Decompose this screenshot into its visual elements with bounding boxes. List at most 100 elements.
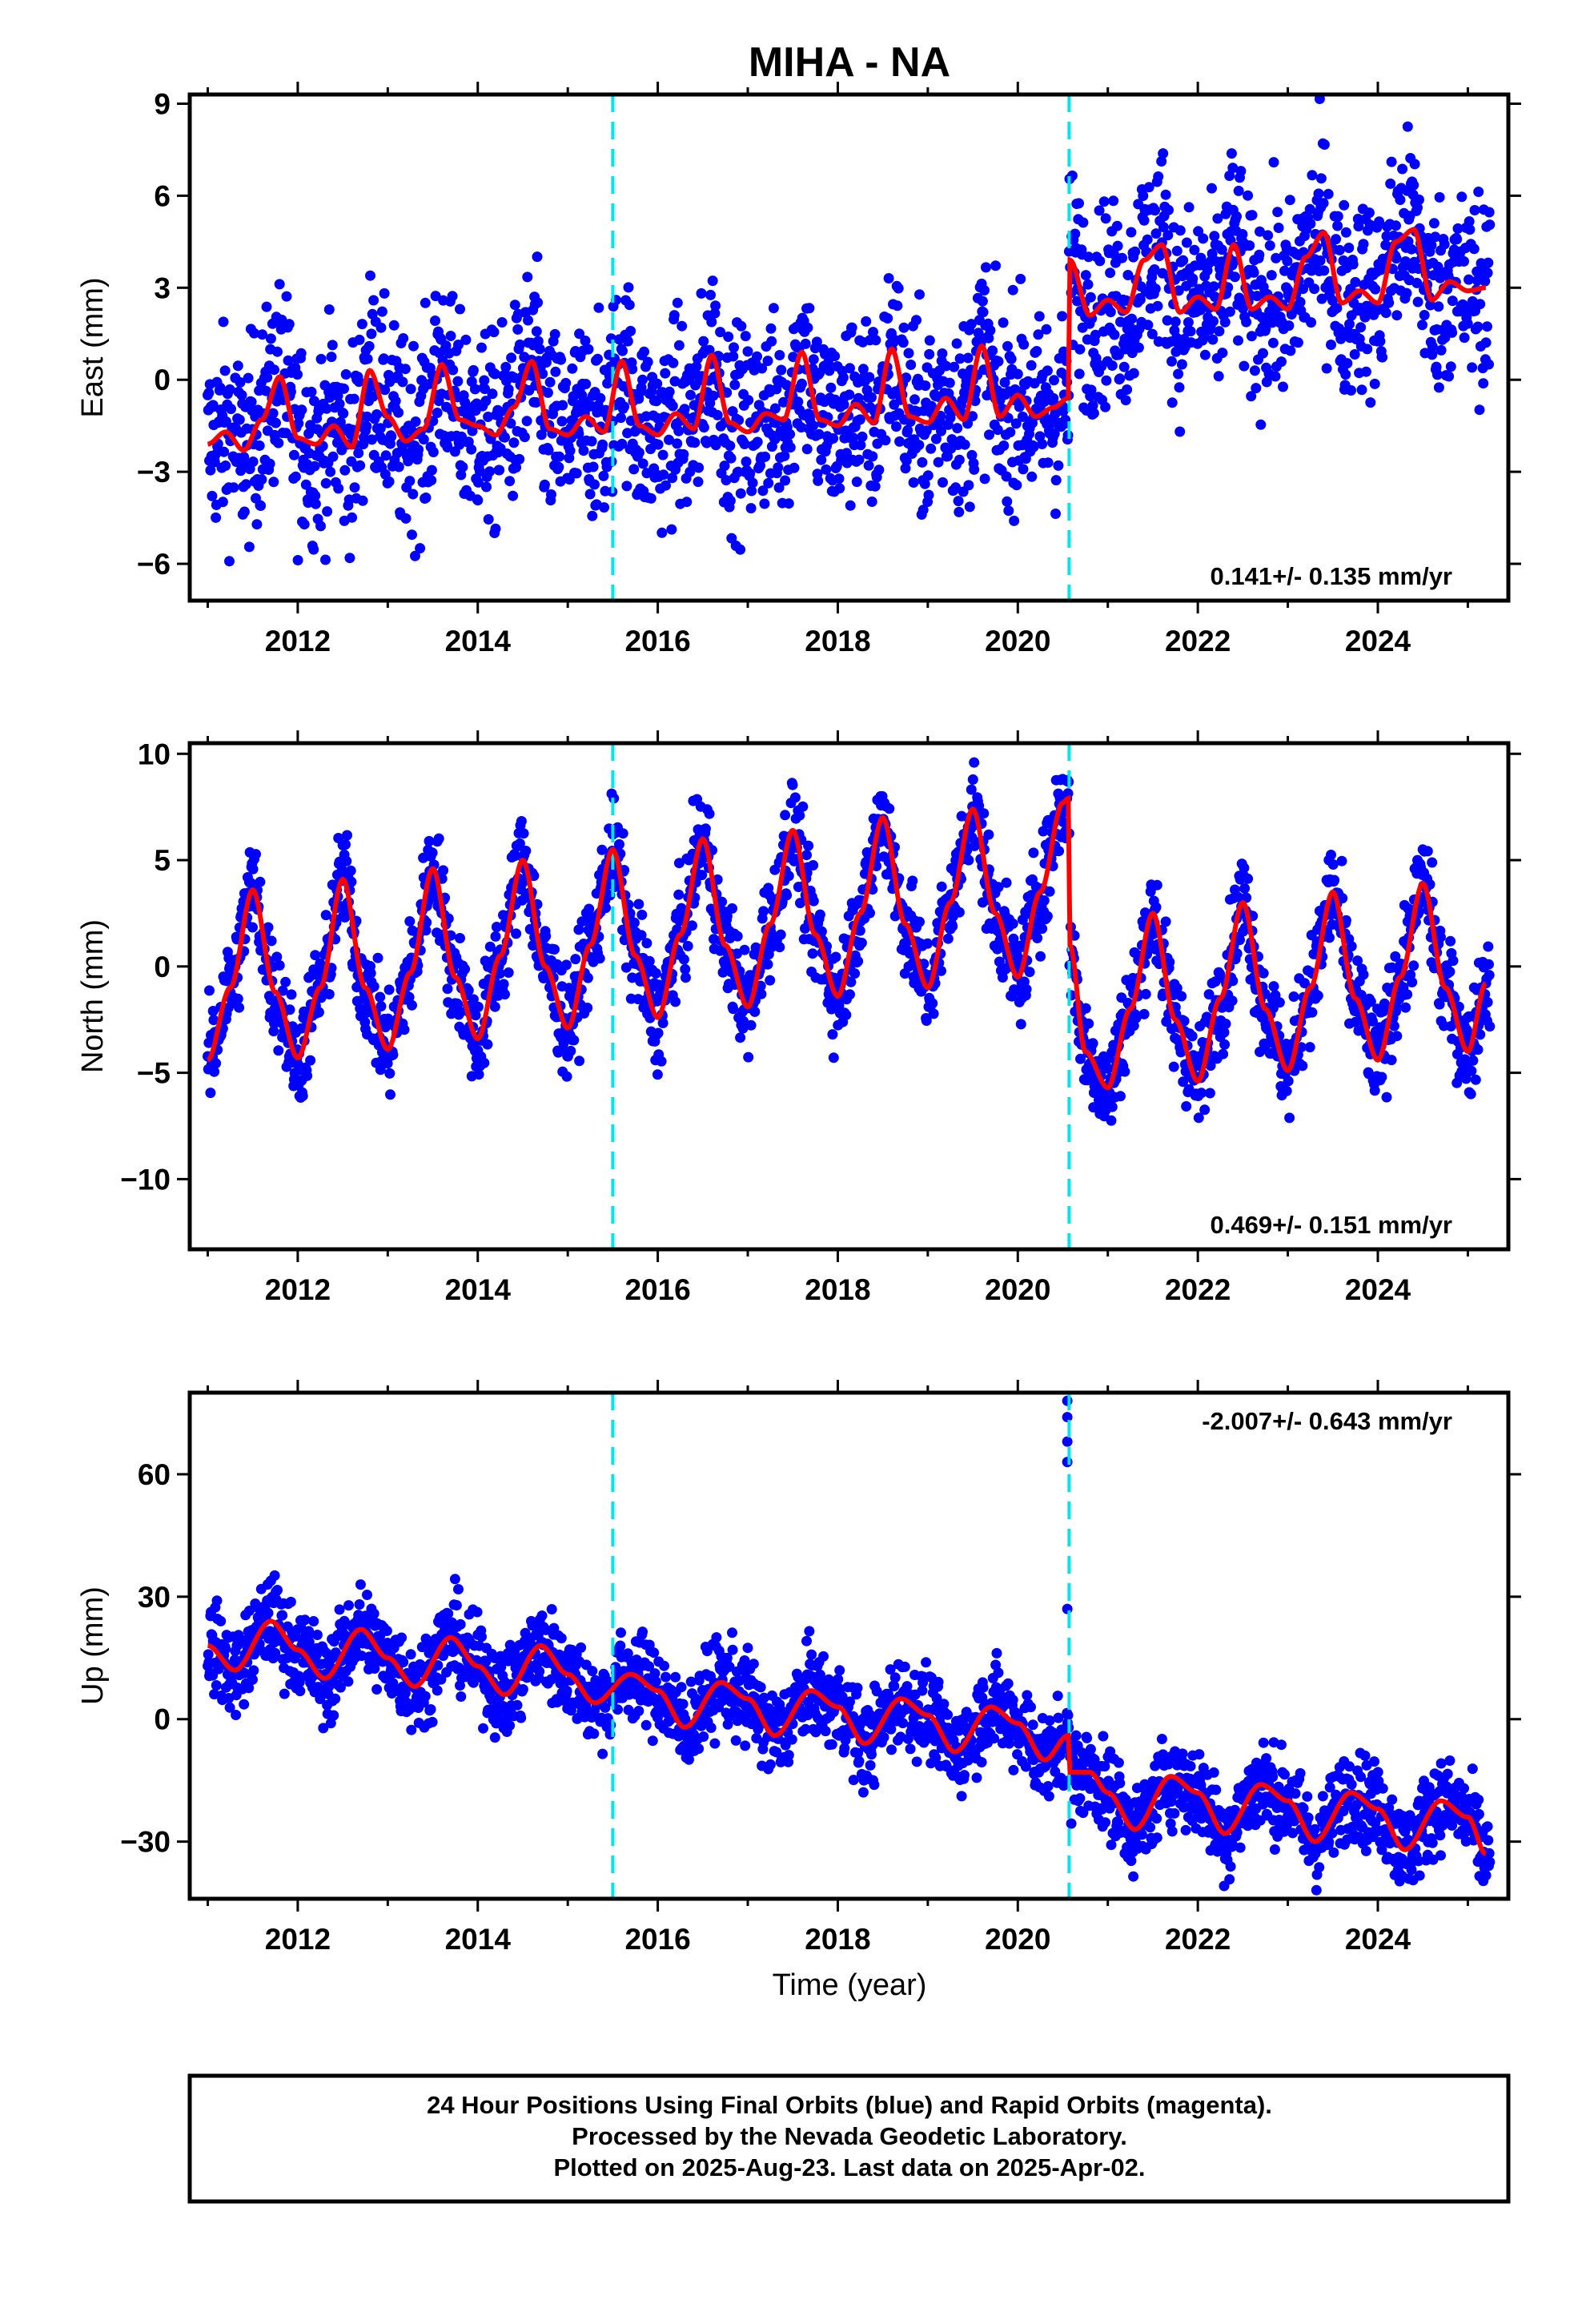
data-point (967, 411, 978, 422)
data-point (457, 461, 468, 472)
data-point (800, 338, 811, 349)
data-point (1408, 179, 1419, 191)
data-point (821, 464, 832, 475)
data-point (1402, 121, 1413, 132)
data-point (1199, 349, 1211, 360)
x-tick-label: 2012 (265, 1273, 331, 1306)
data-point (1028, 441, 1039, 452)
data-point (413, 444, 424, 455)
data-point (909, 394, 920, 405)
data-point (274, 279, 285, 290)
data-point (952, 423, 963, 434)
data-point (979, 473, 990, 485)
rate-label: 0.469+/- 0.151 mm/yr (1211, 1211, 1452, 1239)
data-point (1365, 996, 1376, 1007)
data-point (1284, 1112, 1295, 1124)
data-point (1427, 341, 1438, 352)
data-point (950, 482, 962, 493)
data-point (661, 480, 671, 491)
data-point (1042, 365, 1053, 376)
data-point (1433, 382, 1444, 393)
data-point (1239, 862, 1250, 874)
data-point (921, 1015, 932, 1026)
data-point (1146, 328, 1158, 340)
data-point (1182, 317, 1194, 328)
data-point (1117, 252, 1127, 263)
data-point (999, 377, 1010, 388)
data-point (1386, 156, 1397, 167)
data-point (745, 468, 756, 479)
data-point (741, 456, 752, 467)
data-point (735, 488, 746, 499)
data-point (452, 376, 464, 387)
data-point (997, 972, 1008, 983)
data-point (306, 386, 317, 397)
data-point (1327, 859, 1339, 870)
data-point (729, 342, 739, 353)
data-point (614, 838, 624, 850)
data-point (1258, 967, 1269, 979)
data-point (308, 396, 319, 407)
y-tick-label: −6 (137, 548, 171, 581)
panel-2: 2012 2014 2016 2018 2020 2022 2024−10−50510Nor… (76, 730, 1521, 1306)
data-point (505, 418, 516, 429)
data-point (1005, 427, 1016, 438)
data-point (574, 328, 585, 340)
data-point (1015, 1019, 1026, 1030)
data-point (781, 380, 793, 391)
data-point (570, 954, 581, 965)
data-point (779, 450, 790, 461)
data-point (1272, 207, 1283, 218)
data-point (670, 996, 681, 1007)
data-point (1484, 219, 1496, 231)
data-point (1227, 995, 1238, 1007)
data-point (856, 937, 867, 948)
data-point (1315, 255, 1326, 266)
data-point (418, 434, 429, 445)
data-point (481, 481, 492, 493)
data-point (500, 432, 510, 443)
y-tick-label: −10 (120, 1163, 171, 1196)
data-point (828, 1052, 839, 1063)
data-point (404, 476, 416, 487)
data-point (725, 440, 736, 452)
data-point (224, 556, 235, 567)
data-point (571, 468, 582, 479)
data-point (578, 445, 589, 456)
data-point (472, 495, 484, 506)
data-point (841, 448, 852, 459)
data-point (936, 881, 947, 892)
data-point (951, 338, 962, 349)
data-point (738, 1015, 749, 1027)
data-point (273, 437, 284, 448)
data-point (1273, 223, 1284, 233)
data-point (902, 424, 913, 436)
data-point (203, 388, 215, 399)
data-point (1037, 439, 1048, 449)
data-point (1329, 875, 1340, 886)
data-point (712, 409, 723, 420)
data-point (532, 251, 543, 263)
data-point (1100, 401, 1111, 412)
data-point (823, 357, 833, 368)
data-point (355, 460, 366, 471)
data-point (1427, 857, 1438, 868)
data-point (1370, 283, 1381, 295)
data-point (1143, 182, 1154, 193)
data-point (1126, 227, 1137, 238)
data-point (283, 319, 295, 330)
data-point (284, 1004, 295, 1015)
data-point (271, 417, 281, 428)
data-point (921, 425, 932, 436)
data-point (728, 351, 739, 362)
data-point (574, 1055, 585, 1067)
data-point (1388, 1020, 1399, 1031)
data-point (673, 858, 685, 869)
data-point (1307, 170, 1318, 181)
data-point (327, 340, 338, 351)
data-point (442, 442, 453, 452)
data-points (203, 757, 1496, 1126)
data-point (463, 985, 474, 996)
data-point (1447, 327, 1458, 338)
data-point (1203, 989, 1215, 1000)
